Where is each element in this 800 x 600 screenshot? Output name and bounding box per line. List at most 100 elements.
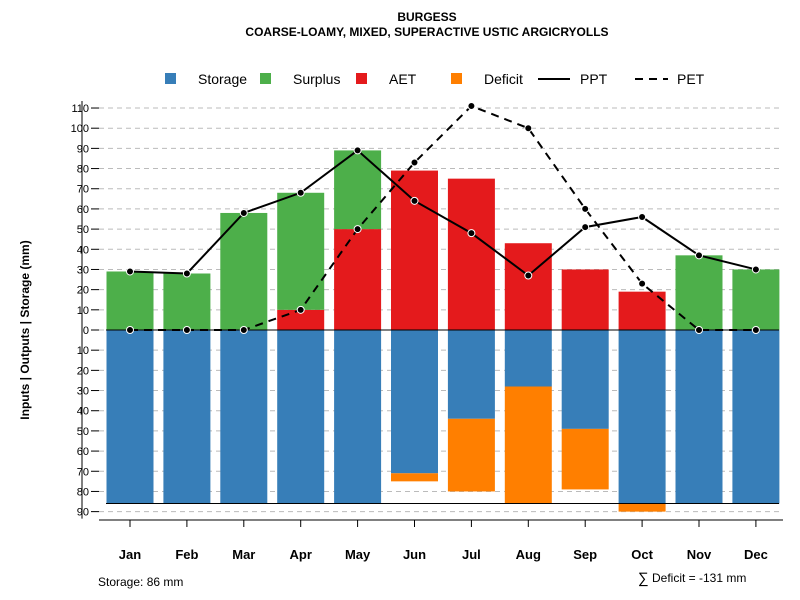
x-tick-label: Sep [573,547,597,562]
ppt-point [239,208,248,217]
pet-line [130,104,756,331]
legend-label-pet: PET [677,71,705,87]
legend-label-aet: AET [389,71,417,87]
pet-point [581,204,590,213]
deficit-bar [391,473,438,482]
aet-bar [504,243,552,330]
surplus-bar [675,255,723,330]
y-tick-label: 50 [77,224,89,236]
y-tick-label: 70 [77,466,89,478]
pet-point [296,305,305,314]
legend-label-ppt: PPT [580,71,608,87]
legend-label-storage: Storage [198,71,247,87]
deficit-bar [504,386,552,504]
aet-bar [618,291,666,330]
pet-point [353,225,362,234]
x-tick-label: Oct [631,547,653,562]
y-tick-label: 110 [71,103,89,115]
storage-bar [561,330,609,429]
storage-bar [106,330,154,504]
aet-bar [334,229,382,330]
surplus-bar [732,269,780,330]
y-tick-label: 10 [77,305,89,317]
ppt-point [126,267,134,276]
y-tick-label: 80 [77,164,89,176]
y-tick-label: 50 [77,426,89,438]
ppt-line [129,149,757,277]
legend-label-surplus: Surplus [293,71,340,87]
ppt-point [524,271,533,280]
x-tick-label: Dec [744,547,768,562]
aet-bar [391,170,438,330]
surplus-bar [277,192,325,310]
x-tick-label: Jun [403,547,426,562]
aet-bar [447,178,495,330]
surplus-bar [106,271,154,330]
x-tick-label: Feb [175,547,198,562]
ppt-point [296,188,305,197]
x-tick-label: Jan [119,547,141,562]
y-tick-label: 60 [77,446,89,458]
y-tick-label: 20 [77,365,89,377]
x-tick-label: Apr [290,547,312,562]
y-tick-label: 0 [83,325,89,337]
ppt-point [638,212,647,221]
ppt-point [581,223,590,232]
legend-swatch-aet [356,73,367,84]
pet-point [638,279,647,288]
legend-label-deficit: Deficit [484,71,523,87]
legend-swatch-storage [165,73,176,84]
legend-swatch-deficit [451,73,462,84]
y-tick-label: 60 [77,204,89,216]
surplus-bar [220,212,268,330]
chart-title: BURGESS [397,10,456,24]
ppt-point [410,196,419,205]
pet-point [524,124,533,133]
pet-point [410,158,419,167]
ppt-point [353,146,362,155]
deficit-note: Deficit = -131 mm [652,571,746,585]
pet-point [467,102,476,111]
x-tick-label: May [345,547,371,562]
storage-bar [447,330,495,419]
ppt-point [695,251,703,260]
deficit-bar [447,418,495,492]
pet-point [751,326,760,334]
x-tick-label: Nov [687,547,712,562]
x-tick-label: Jul [462,547,481,562]
ppt-point [182,269,191,278]
y-tick-label: 90 [77,507,89,519]
sum-symbol: ∑ [638,570,649,587]
storage-bar [277,330,325,504]
pet-point [126,326,134,334]
y-tick-label: 40 [77,244,89,256]
storage-bar [504,330,552,387]
y-axis-label: Inputs | Outputs | Storage (mm) [18,240,32,419]
y-tick-label: 80 [77,486,89,498]
storage-bar [163,330,211,504]
deficit-bar [561,428,609,490]
y-tick-label: 40 [77,406,89,418]
y-tick-label: 30 [77,386,89,398]
y-tick-label: 20 [77,285,89,297]
ppt-point [467,229,476,238]
storage-bar [334,330,382,504]
chart-subtitle: COARSE-LOAMY, MIXED, SUPERACTIVE USTIC A… [245,25,608,39]
legend-swatch-surplus [260,73,271,84]
y-tick-label: 10 [77,345,89,357]
x-tick-label: Aug [516,547,541,562]
storage-note: Storage: 86 mm [98,575,183,589]
storage-bar [220,330,268,504]
storage-bar [732,330,780,504]
deficit-bar [618,503,666,512]
aet-bar [561,269,609,330]
pet-point [239,326,248,334]
storage-bar [391,330,438,474]
y-tick-label: 100 [71,123,89,135]
ppt-point [751,265,760,274]
pet-point [695,326,703,334]
y-tick-label: 90 [77,143,89,155]
y-tick-label: 30 [77,264,89,276]
